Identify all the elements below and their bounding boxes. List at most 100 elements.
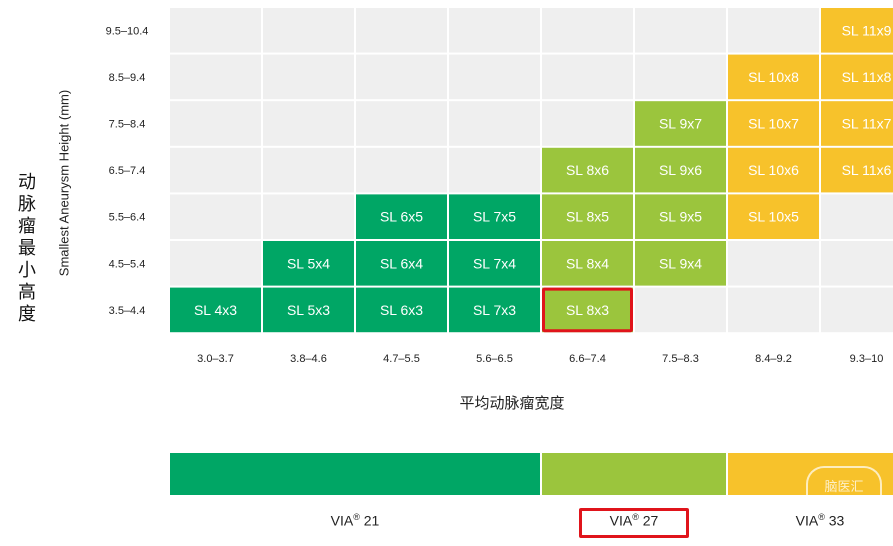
device-name: VIA — [609, 512, 633, 529]
size-cell — [263, 241, 354, 286]
size-cell — [356, 287, 447, 333]
size-cell — [728, 194, 819, 239]
empty-cell — [821, 287, 893, 333]
size-cell-label: SL 10x6 — [748, 162, 799, 178]
empty-cell — [728, 287, 819, 333]
empty-cell — [449, 147, 540, 193]
y-tick-label: 6.5–7.4 — [109, 165, 146, 177]
size-cell-label: SL 4x3 — [194, 302, 237, 318]
size-cell — [635, 147, 726, 193]
size-cell-label: SL 9x5 — [659, 209, 702, 225]
empty-cell — [449, 101, 540, 146]
size-cell — [821, 8, 893, 53]
size-cell — [728, 101, 819, 146]
empty-cell — [449, 54, 540, 100]
y-axis-title-cn: 动脉瘤最小高度 — [18, 172, 36, 325]
size-cell-label: SL 9x6 — [659, 162, 702, 178]
size-cell — [821, 101, 893, 146]
size-cell — [728, 54, 819, 100]
size-cell-label: SL 6x4 — [380, 255, 423, 271]
y-tick-label: 5.5–6.4 — [109, 212, 146, 224]
empty-cell — [356, 54, 447, 100]
size-cell-label: SL 8x3 — [566, 302, 609, 318]
x-tick-label: 9.3–10 — [850, 353, 884, 365]
size-cell-label: SL 7x3 — [473, 302, 516, 318]
y-tick-label: 3.5–4.4 — [109, 305, 146, 317]
registered-mark: ® — [818, 512, 825, 522]
device-label: VIA® 27 — [542, 512, 726, 529]
device-label: VIA® 21 — [170, 512, 540, 529]
size-cell-label: SL 11x9 — [842, 22, 892, 38]
y-tick-label: 4.5–5.4 — [109, 258, 146, 270]
empty-cell — [635, 287, 726, 333]
empty-cell — [170, 101, 261, 146]
empty-cell — [542, 101, 633, 146]
x-tick-label: 5.6–6.5 — [476, 353, 513, 365]
empty-cell — [542, 54, 633, 100]
size-cell — [635, 241, 726, 286]
size-cell — [542, 241, 633, 286]
size-cell-label: SL 7x4 — [473, 255, 516, 271]
size-cell — [449, 194, 540, 239]
empty-cell — [542, 8, 633, 53]
size-cell — [542, 287, 633, 333]
empty-cell — [356, 147, 447, 193]
size-cell — [356, 194, 447, 239]
size-cell-label: SL 11x6 — [842, 162, 892, 178]
size-cell-label: SL 6x5 — [380, 209, 423, 225]
empty-cell — [170, 147, 261, 193]
size-cell-label: SL 8x5 — [566, 209, 609, 225]
size-cell-label: SL 5x4 — [287, 255, 330, 271]
y-tick-label: 9.5–10.4 — [106, 25, 149, 37]
empty-cell — [170, 194, 261, 239]
size-cell — [728, 147, 819, 193]
size-cell-label: SL 10x5 — [748, 209, 799, 225]
empty-cell — [263, 194, 354, 239]
x-tick-label: 3.0–3.7 — [197, 353, 234, 365]
size-cell-label: SL 8x6 — [566, 162, 609, 178]
device-name: VIA — [330, 512, 354, 529]
size-cell — [170, 287, 261, 333]
device-name: VIA — [795, 512, 819, 529]
size-cell-label: SL 11x7 — [842, 116, 892, 132]
size-cell — [542, 194, 633, 239]
empty-cell — [635, 54, 726, 100]
size-cell — [449, 241, 540, 286]
highlight-cell-frame — [542, 287, 633, 333]
watermark-logo: 脑医汇 — [806, 466, 882, 504]
size-cell-label: SL 10x8 — [748, 69, 799, 85]
x-tick-label: 4.7–5.5 — [383, 353, 420, 365]
device-label-highlight — [579, 508, 689, 538]
x-tick-label: 3.8–4.6 — [290, 353, 327, 365]
size-cell-label: SL 8x4 — [566, 255, 609, 271]
empty-cell — [728, 241, 819, 286]
size-cell — [635, 194, 726, 239]
empty-cell — [170, 241, 261, 286]
size-cell — [821, 147, 893, 193]
size-cell — [635, 101, 726, 146]
empty-cell — [728, 8, 819, 53]
empty-cell — [821, 194, 893, 239]
device-label: VIA® 33 — [728, 512, 893, 529]
empty-cell — [170, 54, 261, 100]
empty-cell — [263, 8, 354, 53]
device-band — [542, 453, 726, 495]
device-size: 21 — [359, 512, 380, 529]
empty-cell — [263, 101, 354, 146]
empty-cell — [821, 241, 893, 286]
y-tick-label: 8.5–9.4 — [109, 72, 146, 84]
empty-cell — [170, 8, 261, 53]
size-matrix-chart: SL 11x9 SL 10x8 SL 11x8 SL 9x7 SL 10x7 SL 11x… — [106, 8, 893, 365]
device-size: 33 — [824, 512, 845, 529]
x-tick-label: 8.4–9.2 — [755, 353, 792, 365]
registered-mark: ® — [353, 512, 360, 522]
size-cell — [449, 287, 540, 333]
x-tick-label: 7.5–8.3 — [662, 353, 699, 365]
empty-cell — [449, 8, 540, 53]
size-cell-label: SL 9x4 — [659, 255, 702, 271]
empty-cell — [263, 54, 354, 100]
y-tick-label: 7.5–8.4 — [109, 119, 146, 131]
size-cell — [263, 287, 354, 333]
size-cell-label: SL 6x3 — [380, 302, 423, 318]
empty-cell — [635, 8, 726, 53]
